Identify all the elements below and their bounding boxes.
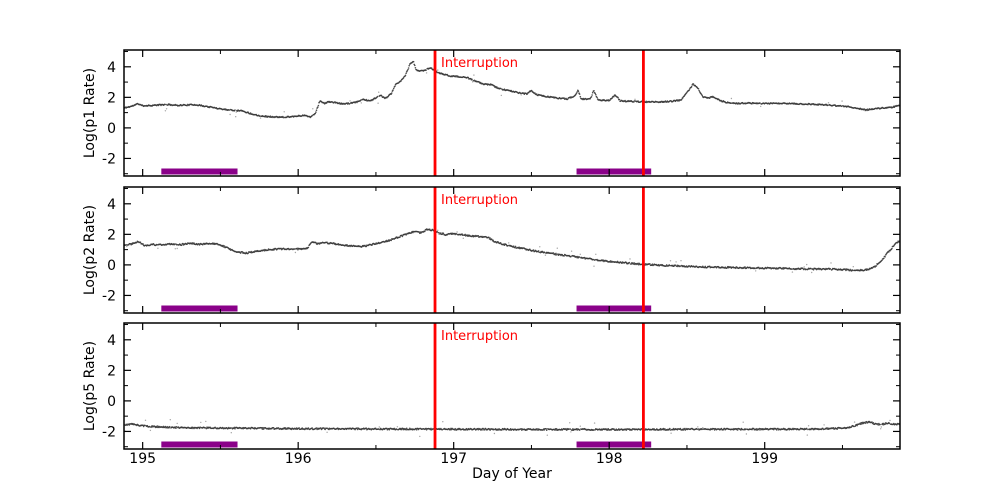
y-tick-label: 4: [107, 197, 116, 213]
data-points-p5: [123, 419, 901, 438]
y-tick-label: 4: [107, 333, 116, 349]
x-axis-label: Day of Year: [472, 466, 552, 482]
coverage-bar: [576, 305, 652, 312]
y-tick-label: 0: [107, 258, 116, 274]
coverage-bar: [576, 441, 652, 448]
y-tick-label: -2: [102, 288, 116, 304]
coverage-bar: [161, 305, 238, 312]
x-tick-label: 196: [285, 451, 312, 467]
panel-border: [123, 322, 901, 450]
panel-p1: Interruption -2 0 2 4 Log(p1 Rate): [82, 49, 901, 177]
coverage-bar: [161, 441, 238, 448]
y-axis-label: Log(p2 Rate): [82, 205, 98, 295]
y-tick-label: 2: [107, 90, 116, 106]
data-points-p2: [123, 228, 901, 274]
panel-border: [123, 49, 901, 177]
panel-p2: Interruption -2 0 2 4 Log(p2 Rate): [82, 186, 901, 314]
y-tick-label: 4: [107, 60, 116, 76]
y-tick-label: -2: [102, 151, 116, 167]
y-axis-label: Log(p1 Rate): [82, 68, 98, 158]
y-tick-label: -2: [102, 424, 116, 440]
interruption-label: Interruption: [441, 329, 518, 344]
x-tick-label: 195: [129, 451, 156, 467]
y-tick-label: 2: [107, 227, 116, 243]
interruption-label: Interruption: [441, 193, 518, 208]
y-tick-label: 0: [107, 121, 116, 137]
interruption-label: Interruption: [441, 56, 518, 71]
y-axis-label: Log(p5 Rate): [82, 341, 98, 431]
coverage-bar: [161, 168, 238, 175]
y-tick-label: 0: [107, 394, 116, 410]
panel-p5: Interruption -2 0 2 4 Log(p5 Rate): [82, 322, 901, 450]
y-tick-label: 2: [107, 363, 116, 379]
x-tick-label: 198: [596, 451, 623, 467]
panel-border: [123, 186, 901, 314]
x-tick-label: 199: [751, 451, 778, 467]
coverage-bar: [576, 168, 652, 175]
x-tick-label: 197: [440, 451, 467, 467]
data-points-p1: [123, 60, 901, 119]
